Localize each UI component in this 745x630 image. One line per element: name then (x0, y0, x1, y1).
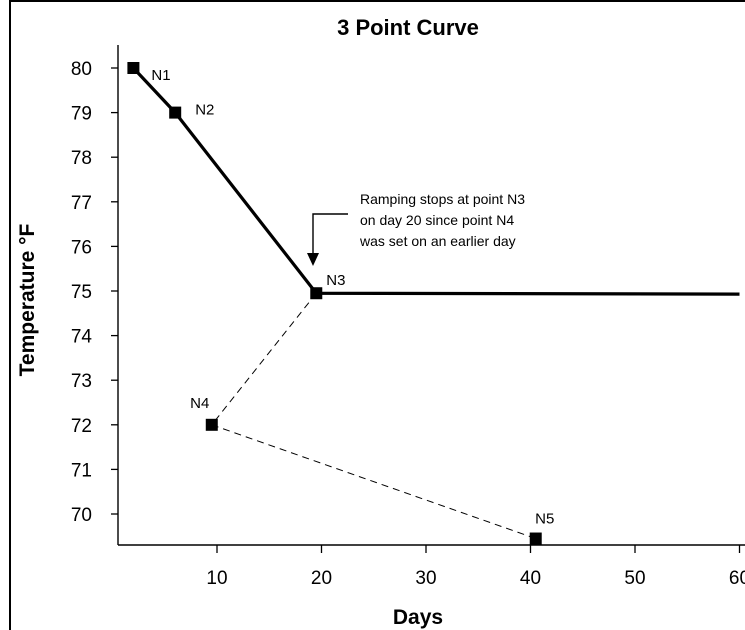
y-tick-label: 71 (71, 460, 92, 481)
point-label-n3: N3 (326, 272, 345, 289)
point-label-n2: N2 (195, 102, 214, 119)
frame-border (9, 0, 745, 630)
x-axis-label: Days (393, 606, 443, 629)
x-tick-label: 20 (311, 568, 332, 589)
annotation-line-3: was set on an earlier day (359, 233, 516, 249)
point-marker-n4 (205, 418, 218, 431)
y-tick-label: 72 (71, 416, 92, 437)
y-tick-label: 74 (71, 327, 93, 348)
point-marker-n3 (310, 287, 323, 300)
x-tick-label: 40 (520, 568, 541, 589)
annotation-line-2: on day 20 since point N4 (360, 212, 514, 228)
annotation-arrow (312, 213, 348, 254)
series-lines (132, 66, 740, 540)
point-label-n1: N1 (151, 67, 170, 84)
y-tick-label: 78 (71, 148, 92, 169)
y-tick-label: 70 (71, 505, 92, 526)
annotation-line-1: Ramping stops at point N3 (360, 191, 525, 207)
y-tick-label: 75 (71, 282, 92, 303)
solid-series-line (132, 66, 740, 296)
point-markers: N1 N2 N3 N4 N5 (127, 62, 554, 545)
y-tick-label: 77 (71, 193, 92, 214)
point-label-n4: N4 (190, 395, 209, 412)
x-tick-label: 60 (729, 568, 745, 589)
axis-ticks: 70 71 72 73 74 75 76 77 78 79 80 10 20 30 40 50 60 (71, 59, 745, 589)
annotation-arrowhead (307, 253, 319, 266)
y-tick-label: 76 (71, 237, 92, 258)
point-marker-n5 (529, 532, 542, 545)
point-marker-n2 (169, 106, 182, 119)
x-tick-label: 50 (624, 568, 645, 589)
y-axis-label: Temperature °F (16, 223, 39, 376)
point-marker-n1 (127, 62, 140, 74)
y-tick-label: 73 (71, 371, 92, 392)
point-label-n5: N5 (535, 511, 554, 528)
annotation: Ramping stops at point N3 on day 20 sinc… (307, 191, 525, 266)
y-tick-label: 79 (71, 104, 92, 125)
chart-title: 3 Point Curve (337, 15, 479, 40)
x-tick-label: 10 (206, 568, 227, 589)
dashed-series-line (210, 292, 536, 540)
y-tick-label: 80 (71, 59, 92, 80)
x-tick-label: 30 (415, 568, 436, 589)
